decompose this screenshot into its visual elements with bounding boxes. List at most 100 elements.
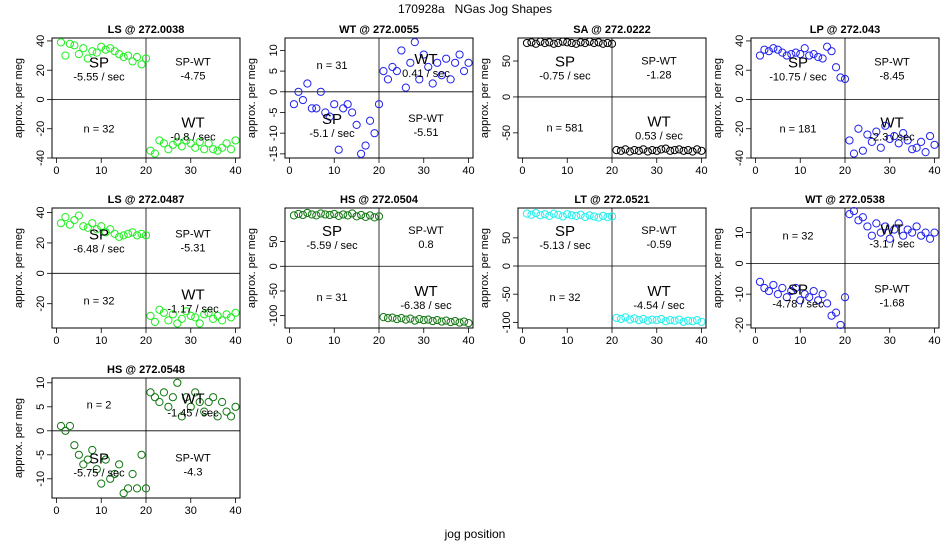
panel-9-point: [119, 489, 128, 498]
panel-3-x-tick-label: 30: [651, 165, 663, 177]
panel-2-x-tick-label: 20: [373, 165, 385, 177]
panel-6-point: [330, 209, 339, 219]
panel-8-point: [894, 219, 903, 228]
panel-4-point: [925, 131, 935, 141]
panel-2-point: [450, 58, 460, 67]
panel-1-point: [204, 139, 213, 148]
panel-6-point: [419, 315, 428, 325]
panel-5-point: [56, 219, 66, 228]
panel-4-point: [764, 47, 774, 56]
panel-6-point: [365, 211, 375, 220]
panel-4-point: [854, 124, 863, 133]
panel-3-group-label: WT: [647, 113, 670, 130]
panel-8-point: [840, 293, 850, 302]
panel-9-point: [92, 465, 101, 474]
panel-6-point: [325, 210, 334, 220]
panel-4-x-tick-label: 40: [928, 165, 940, 177]
panel-7-point: [692, 316, 702, 325]
panel-7-point: [563, 210, 572, 219]
panel-4-point: [805, 51, 814, 60]
panel-8-point: [814, 296, 823, 305]
panel-3-point: [630, 145, 639, 155]
panel-3-point: [536, 37, 545, 46]
panel-1-group-label: SP: [89, 55, 109, 72]
panel-6-x-tick-label: 30: [418, 335, 430, 347]
panel-1-point: [128, 57, 137, 66]
panel-7-point: [688, 317, 697, 326]
panel-8-point: [831, 308, 841, 317]
panel-5-group-label: SP: [89, 227, 109, 244]
panel-1-point: [119, 52, 128, 62]
panel-6-point: [334, 211, 343, 221]
panel-4-rate-label: SP-WT: [874, 57, 910, 69]
panel-4-point: [885, 134, 894, 144]
panel-9-point: [204, 397, 213, 407]
panel-8-point: [782, 293, 791, 302]
panel-6-point: [370, 213, 379, 222]
panel-7-point: [572, 211, 581, 220]
panel-4-rate-label: -10.75 / sec: [769, 72, 827, 84]
panel-9-point: [74, 450, 83, 459]
panel-8-rate-label: -4.78 / sec: [772, 299, 824, 311]
panel-5-point: [97, 222, 106, 231]
panel-9-y-tick-label: -5: [35, 450, 47, 460]
panel-6-point: [294, 209, 303, 219]
panel-3-point: [643, 147, 652, 156]
panel-6-point: [343, 211, 352, 220]
panel-5-point: [74, 211, 83, 220]
panel-2-x-tick-label: 30: [418, 165, 430, 177]
panel-7-point: [625, 315, 635, 324]
panel-8-point: [863, 222, 872, 231]
panel-3-point: [634, 146, 643, 155]
panel-5-y-axis-label: approx. per meg: [13, 228, 25, 308]
panel-7-point: [558, 212, 567, 221]
panel-6-point: [298, 210, 308, 220]
panel-5-point: [61, 213, 70, 222]
panel-4-diff-value: -8.45: [879, 71, 904, 83]
panel-6-point: [361, 212, 370, 221]
panel-6-point: [352, 212, 361, 221]
panel-7-point: [648, 315, 657, 324]
panel-7-point: [598, 211, 608, 220]
panel-3-point: [594, 38, 603, 47]
panel-2-y-tick-label: -5: [268, 108, 280, 118]
panel-6-point: [401, 315, 410, 324]
panel-4-point: [881, 121, 890, 130]
panel-5-point: [164, 316, 173, 325]
panel-4-point: [840, 74, 850, 84]
panel-3-point: [549, 39, 558, 48]
panel-8-point: [925, 234, 935, 243]
panel-2-point: [419, 50, 428, 59]
panel-3-point: [545, 38, 554, 47]
panel-1-diff-value: -4.75: [180, 71, 205, 83]
panel-1-rate-label: -5.55 / sec: [73, 72, 125, 84]
panel-9-point: [226, 412, 236, 421]
panel-7-point: [545, 211, 554, 220]
panel-7-x-tick-label: 40: [695, 335, 707, 347]
panel-1-y-tick-label: 40: [35, 35, 47, 47]
panel-7-rate-label: SP-WT: [641, 225, 677, 237]
panel-5-point: [217, 316, 227, 325]
panel-7-x-tick-label: 0: [519, 335, 525, 347]
panel-8-point: [876, 228, 885, 237]
panel-2-point: [442, 54, 451, 63]
panel-2-group-label: WT: [414, 51, 437, 68]
panel-4-point: [827, 47, 836, 56]
panel-3-point: [697, 146, 706, 155]
panel-1-point: [83, 54, 92, 63]
panel-2-point: [361, 141, 370, 150]
panel-8-point: [773, 290, 782, 299]
panel-1-point: [213, 146, 222, 155]
panel-9-y-axis-label: approx. per meg: [13, 398, 25, 478]
panel-9-point: [213, 412, 222, 421]
panel-3-point: [648, 145, 657, 155]
panel-5-point: [123, 229, 133, 238]
panel-7-point: [607, 212, 617, 221]
panel-7-x-tick-label: 10: [561, 335, 573, 347]
panel-6-count-label: n = 31: [317, 292, 348, 304]
panel-7-point: [679, 317, 688, 326]
panel-8-count-label: n = 32: [783, 231, 814, 243]
panel-9-point: [141, 484, 151, 493]
panel-3-x-tick-label: 40: [695, 165, 707, 177]
panel-2-point: [388, 62, 397, 72]
